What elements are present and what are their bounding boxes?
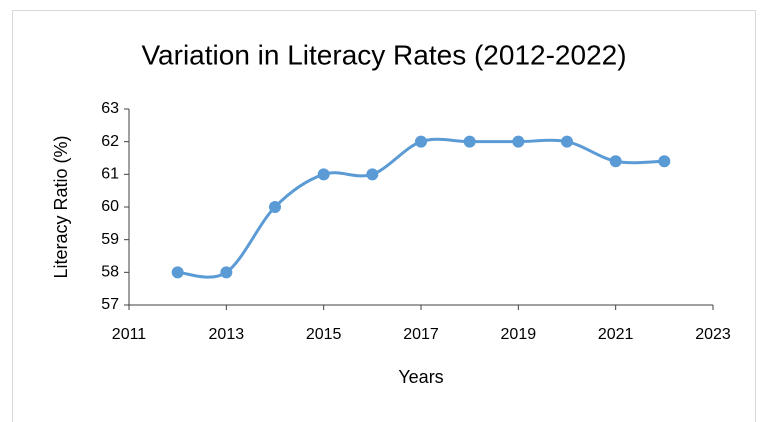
chart-border xyxy=(12,10,756,422)
y-tick-label: 63 xyxy=(101,100,119,117)
y-tick-label: 62 xyxy=(101,133,119,150)
y-tick-label: 61 xyxy=(101,166,119,183)
x-tick-label: 2023 xyxy=(695,326,731,343)
data-point xyxy=(561,135,573,148)
x-tick-label: 2017 xyxy=(403,326,439,343)
x-axis-label: Years xyxy=(398,367,443,387)
data-point xyxy=(512,135,525,148)
data-point xyxy=(220,266,233,279)
data-point xyxy=(658,155,671,168)
data-point xyxy=(366,168,379,181)
data-point xyxy=(171,266,184,279)
x-tick-label: 2013 xyxy=(209,326,245,343)
x-tick-label: 2019 xyxy=(501,326,537,343)
x-tick-label: 2021 xyxy=(598,326,634,343)
x-tick-label: 2015 xyxy=(306,326,342,343)
y-tick-label: 59 xyxy=(101,231,119,248)
y-tick-label: 57 xyxy=(101,296,119,313)
data-point xyxy=(269,201,281,213)
data-point xyxy=(463,135,476,148)
data-point xyxy=(317,168,330,181)
chart-title: Variation in Literacy Rates (2012-2022) xyxy=(141,39,626,70)
y-axis-label: Literacy Ratio (%) xyxy=(51,135,71,278)
y-tick-label: 58 xyxy=(101,264,119,281)
data-point xyxy=(609,155,622,168)
x-tick-label: 2011 xyxy=(112,326,147,343)
data-point xyxy=(415,135,427,148)
y-tick-label: 60 xyxy=(101,198,119,215)
